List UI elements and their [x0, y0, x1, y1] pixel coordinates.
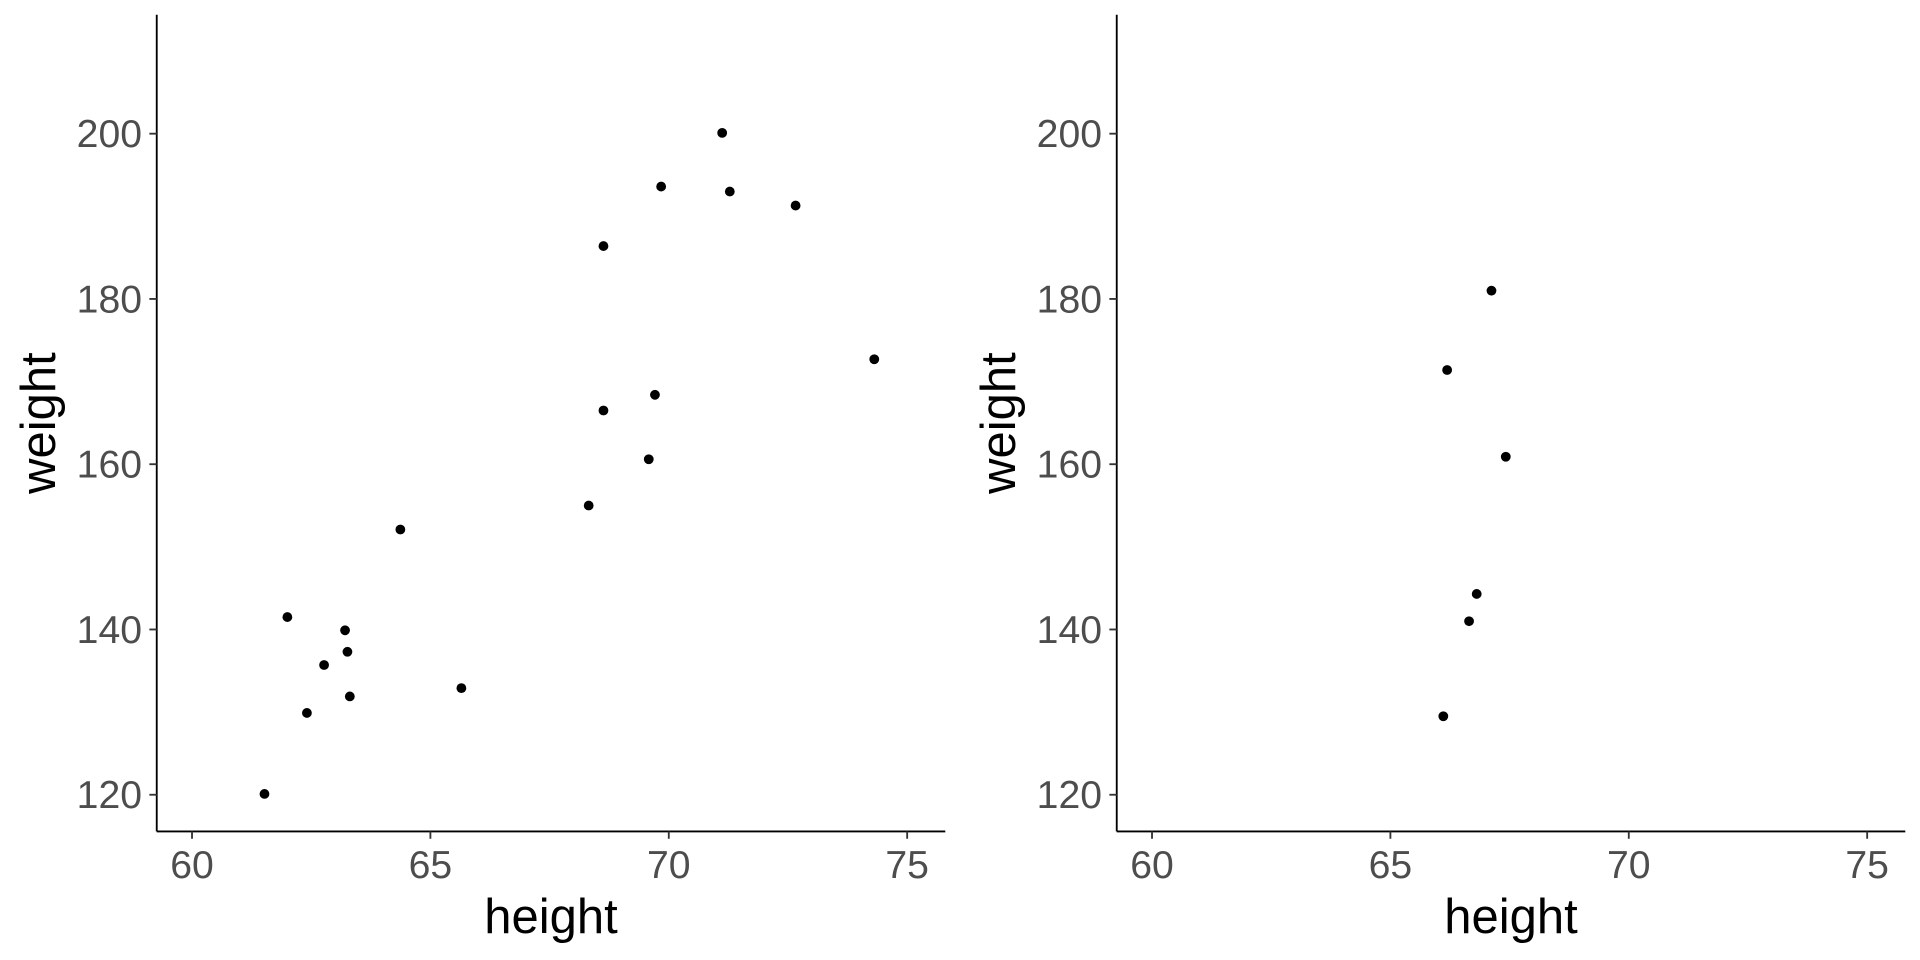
point [656, 181, 667, 192]
x-tick-label: 65 [1369, 844, 1413, 887]
x-tick-label: 60 [1130, 844, 1174, 887]
y-axis-title: weight [12, 352, 66, 495]
y-tick-label: 180 [1037, 278, 1102, 321]
x-tick-label: 65 [409, 844, 453, 887]
point [319, 660, 329, 670]
y-tick-label: 140 [1037, 609, 1102, 652]
point [342, 646, 353, 657]
y-tick-label: 140 [77, 609, 142, 652]
point [1486, 285, 1497, 296]
point [790, 200, 801, 211]
point [456, 683, 467, 694]
point [717, 127, 728, 138]
y-tick-label: 180 [77, 278, 142, 321]
x-axis-title: height [1444, 890, 1578, 944]
x-tick-label: 70 [1607, 844, 1651, 887]
y-tick-label: 160 [1037, 444, 1102, 487]
point [1442, 365, 1453, 375]
point [1464, 616, 1474, 627]
x-axis-title: height [484, 890, 618, 944]
point [598, 241, 609, 251]
x-tick-label: 60 [170, 844, 214, 887]
y-axis-title: weight [972, 352, 1026, 495]
point [598, 405, 609, 416]
point [1438, 711, 1449, 722]
point [583, 500, 594, 511]
point [259, 789, 270, 799]
point [643, 454, 654, 465]
x-tick-label: 70 [647, 844, 691, 887]
y-tick-label: 120 [77, 774, 142, 817]
point [282, 612, 293, 622]
y-tick-label: 200 [77, 113, 142, 156]
point [869, 354, 880, 365]
point [340, 625, 350, 636]
point [395, 524, 406, 535]
y-tick-label: 120 [1037, 774, 1102, 817]
x-tick-label: 75 [885, 844, 929, 887]
point [1500, 451, 1511, 462]
y-tick-label: 160 [77, 444, 142, 487]
point [302, 708, 312, 718]
y-tick-label: 200 [1037, 113, 1102, 156]
point [344, 691, 355, 702]
point [724, 186, 735, 197]
x-tick-label: 75 [1845, 844, 1889, 887]
point [650, 389, 660, 400]
point [1471, 589, 1482, 599]
